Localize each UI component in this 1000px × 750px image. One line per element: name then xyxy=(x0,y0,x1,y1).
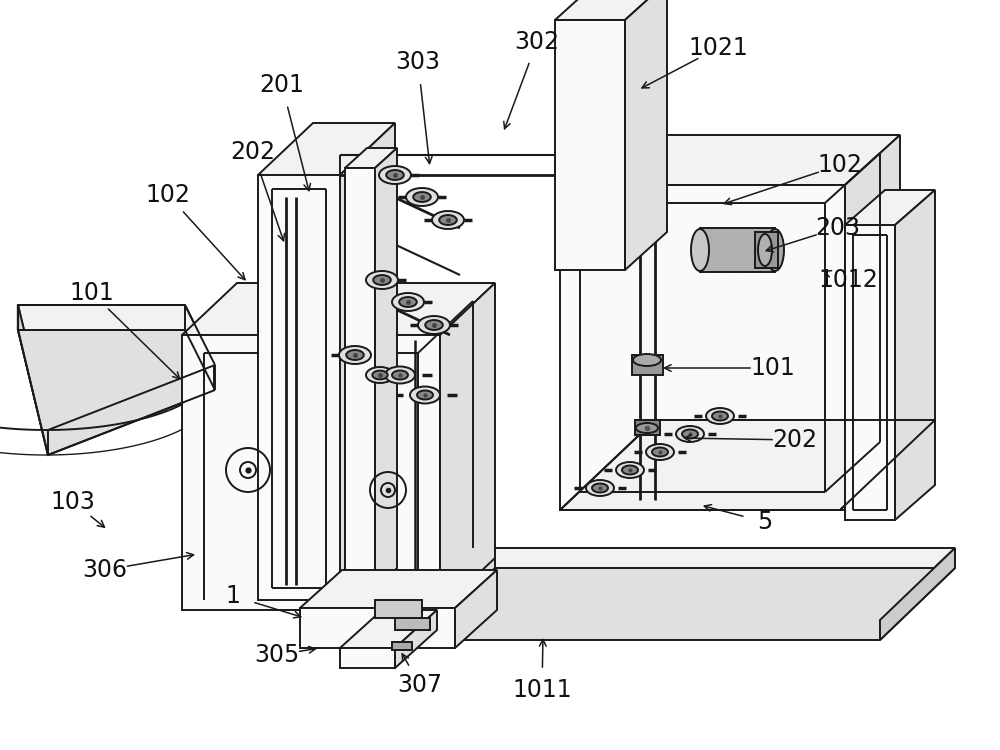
Polygon shape xyxy=(392,642,412,650)
Text: 102: 102 xyxy=(146,183,190,207)
Text: 306: 306 xyxy=(82,558,128,582)
Text: 303: 303 xyxy=(396,50,440,74)
Polygon shape xyxy=(555,20,625,270)
Polygon shape xyxy=(375,600,422,618)
Text: 1021: 1021 xyxy=(688,36,748,60)
Ellipse shape xyxy=(410,386,440,404)
Polygon shape xyxy=(845,225,895,520)
Ellipse shape xyxy=(366,271,398,289)
Polygon shape xyxy=(880,548,955,640)
Polygon shape xyxy=(845,190,935,225)
Text: 305: 305 xyxy=(254,643,300,667)
Ellipse shape xyxy=(417,391,433,400)
Polygon shape xyxy=(182,335,440,610)
Ellipse shape xyxy=(633,354,661,366)
Ellipse shape xyxy=(399,297,417,307)
Polygon shape xyxy=(375,148,397,590)
Ellipse shape xyxy=(372,370,388,380)
Ellipse shape xyxy=(439,215,457,225)
Polygon shape xyxy=(440,283,495,610)
Text: 101: 101 xyxy=(751,356,795,380)
Ellipse shape xyxy=(366,367,394,383)
Text: 203: 203 xyxy=(816,216,860,240)
Polygon shape xyxy=(625,0,667,270)
Text: 5: 5 xyxy=(757,510,773,534)
Text: 1: 1 xyxy=(226,584,240,608)
Polygon shape xyxy=(345,168,375,590)
Polygon shape xyxy=(845,135,900,510)
Polygon shape xyxy=(755,232,778,268)
Ellipse shape xyxy=(622,466,638,475)
Polygon shape xyxy=(395,610,437,668)
Ellipse shape xyxy=(691,229,709,271)
Polygon shape xyxy=(18,330,215,455)
Ellipse shape xyxy=(392,293,424,311)
Text: 1012: 1012 xyxy=(818,268,878,292)
Ellipse shape xyxy=(413,192,431,202)
Polygon shape xyxy=(340,648,395,668)
Ellipse shape xyxy=(636,423,658,433)
Ellipse shape xyxy=(346,350,364,360)
Polygon shape xyxy=(420,548,495,640)
Polygon shape xyxy=(560,135,900,185)
Polygon shape xyxy=(895,190,935,520)
Polygon shape xyxy=(258,123,395,175)
Polygon shape xyxy=(635,420,660,435)
Polygon shape xyxy=(340,123,395,600)
Polygon shape xyxy=(345,148,397,168)
Text: 1011: 1011 xyxy=(512,678,572,702)
Ellipse shape xyxy=(766,229,784,271)
Text: 202: 202 xyxy=(230,140,276,164)
Ellipse shape xyxy=(385,367,415,383)
Ellipse shape xyxy=(682,430,698,439)
Polygon shape xyxy=(455,570,497,648)
Text: 202: 202 xyxy=(772,428,818,452)
Polygon shape xyxy=(700,228,775,272)
Ellipse shape xyxy=(373,275,391,285)
Text: 307: 307 xyxy=(398,673,442,697)
Polygon shape xyxy=(300,608,455,648)
Polygon shape xyxy=(182,283,495,335)
Polygon shape xyxy=(340,610,437,648)
Polygon shape xyxy=(18,305,215,430)
Polygon shape xyxy=(420,568,955,640)
Text: 103: 103 xyxy=(51,490,95,514)
Ellipse shape xyxy=(712,412,728,421)
Ellipse shape xyxy=(406,188,438,206)
Ellipse shape xyxy=(652,448,668,457)
Polygon shape xyxy=(395,618,430,630)
Polygon shape xyxy=(300,570,497,608)
Ellipse shape xyxy=(432,211,464,229)
Ellipse shape xyxy=(586,480,614,496)
Text: 102: 102 xyxy=(818,153,862,177)
Ellipse shape xyxy=(392,370,408,380)
Ellipse shape xyxy=(592,484,608,493)
Polygon shape xyxy=(420,548,955,620)
Ellipse shape xyxy=(386,170,404,180)
Ellipse shape xyxy=(758,234,772,266)
Polygon shape xyxy=(258,175,340,600)
Polygon shape xyxy=(560,420,935,510)
Polygon shape xyxy=(18,305,48,455)
Ellipse shape xyxy=(646,444,674,460)
Text: 302: 302 xyxy=(514,30,560,54)
Text: 201: 201 xyxy=(260,73,304,97)
Ellipse shape xyxy=(676,426,704,442)
Text: 101: 101 xyxy=(70,281,114,305)
Polygon shape xyxy=(632,355,663,375)
Ellipse shape xyxy=(339,346,371,364)
Ellipse shape xyxy=(616,462,644,478)
Ellipse shape xyxy=(425,320,443,330)
Polygon shape xyxy=(560,185,845,510)
Ellipse shape xyxy=(418,316,450,334)
Ellipse shape xyxy=(706,408,734,424)
Polygon shape xyxy=(555,0,667,20)
Ellipse shape xyxy=(379,166,411,184)
